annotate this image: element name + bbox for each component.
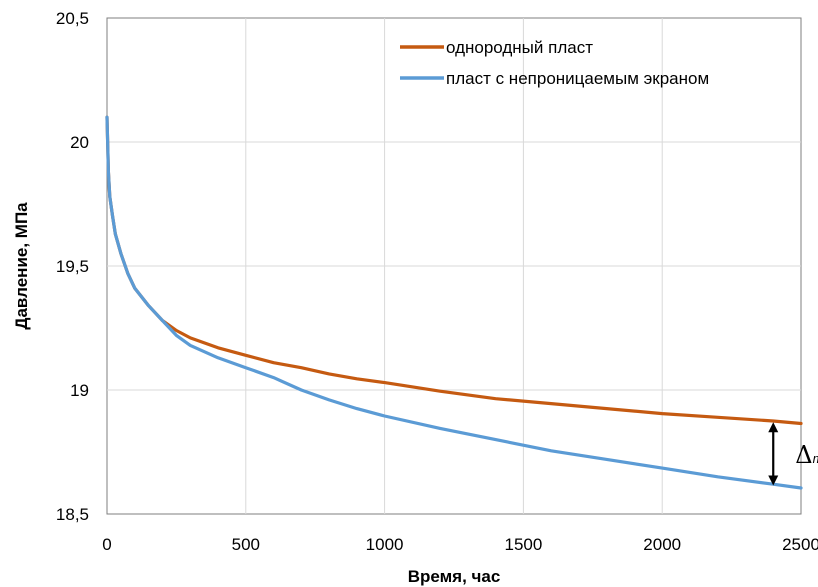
legend-label-2: пласт с непроницаемым экраном — [446, 69, 709, 88]
grid-lines — [107, 18, 801, 514]
y-axis-label: Давление, МПа — [12, 202, 31, 330]
series-line-2 — [105, 115, 803, 490]
delta-max-label: Δmax — [795, 441, 818, 469]
x-tick-label: 1500 — [504, 535, 542, 554]
tick-labels: 0 500 1000 1500 2000 2500 18,5 19 19,5 20 20,5 — [56, 9, 818, 554]
y-tick-label: 20 — [70, 133, 89, 152]
delta-arrow-head-up — [768, 422, 779, 433]
x-tick-label: 1000 — [366, 535, 404, 554]
x-tick-label: 2000 — [643, 535, 681, 554]
y-tick-label: 19,5 — [56, 257, 89, 276]
delta-arrow-head-down — [768, 475, 779, 486]
x-tick-label: 2500 — [782, 535, 818, 554]
x-axis-label: Время, час — [408, 567, 501, 586]
series-lines — [105, 115, 803, 490]
delta-max-annotation: Δmax — [768, 422, 818, 486]
y-tick-label: 18,5 — [56, 505, 89, 524]
x-tick-label: 0 — [102, 535, 111, 554]
legend-label-1: однородный пласт — [446, 38, 593, 57]
x-tick-label: 500 — [232, 535, 260, 554]
legend: однородный пласт пласт с непроницаемым эк… — [400, 38, 709, 88]
y-tick-label: 20,5 — [56, 9, 89, 28]
y-tick-label: 19 — [70, 381, 89, 400]
